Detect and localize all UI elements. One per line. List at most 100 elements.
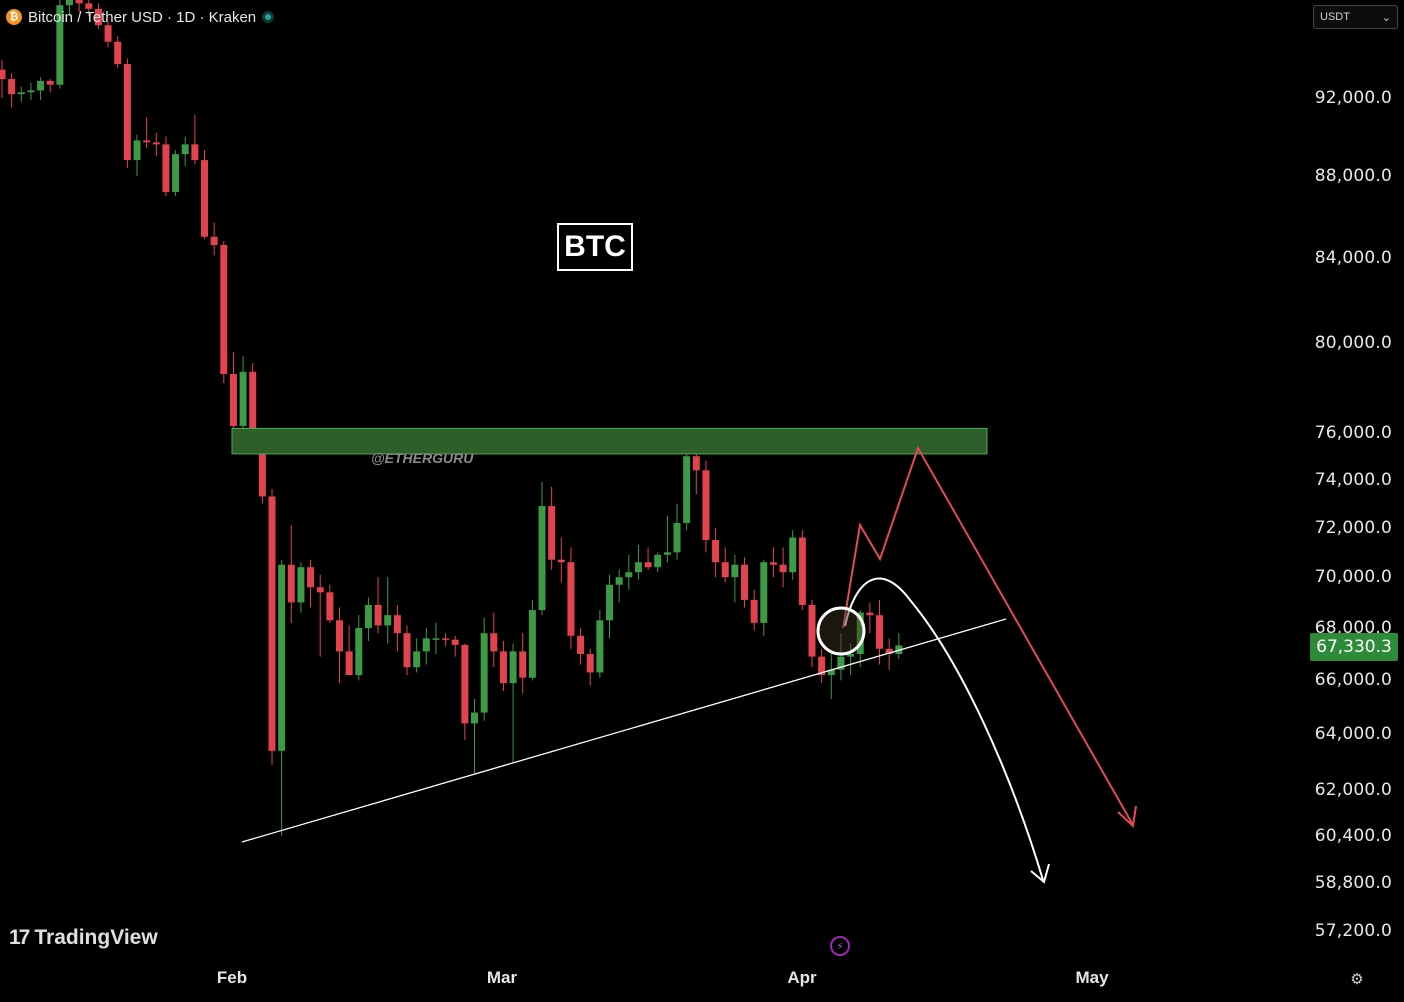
price-axis-label: 64,000.0: [1314, 724, 1392, 745]
candle: [567, 547, 575, 649]
candle-body: [162, 144, 170, 192]
candle-body: [355, 628, 363, 676]
tradingview-logo[interactable]: 17 TradingView: [9, 926, 158, 950]
price-axis-label: 66,000.0: [1314, 670, 1392, 691]
highlight-circle[interactable]: [816, 606, 866, 656]
candle: [297, 562, 305, 613]
candle: [66, 0, 74, 17]
candle: [663, 515, 671, 563]
symbol-header[interactable]: ₿ Bitcoin / Tether USD · 1D · Kraken: [6, 6, 275, 28]
candle: [885, 638, 893, 670]
candle: [27, 82, 35, 100]
candle: [876, 599, 884, 665]
candle: [606, 574, 614, 639]
candle-body: [133, 140, 141, 161]
price-axis-label: 58,800.0: [1314, 872, 1392, 893]
candle: [760, 559, 768, 636]
candle-body: [104, 25, 112, 42]
candle: [750, 589, 758, 631]
candle-body: [471, 712, 479, 724]
candle: [143, 117, 151, 149]
candle-body: [442, 638, 450, 640]
lightning-icon[interactable]: ⚡: [830, 936, 850, 956]
chevron-down-icon: ⌄: [1381, 11, 1391, 24]
candle-body: [336, 620, 344, 652]
candle: [721, 547, 729, 583]
candle: [37, 77, 45, 100]
candle-body: [567, 562, 575, 636]
candle-body: [663, 552, 671, 555]
candle-body: [432, 638, 440, 640]
resistance-zone[interactable]: [231, 427, 988, 455]
candle-body: [644, 562, 652, 568]
candle: [654, 552, 662, 573]
candle: [307, 559, 315, 608]
candle: [384, 577, 392, 644]
candle-body: [287, 564, 295, 603]
white-projection-path[interactable]: [844, 577, 1044, 881]
candle: [393, 604, 401, 652]
candle: [586, 648, 594, 686]
time-axis-label: Apr: [787, 968, 817, 987]
candle: [779, 547, 787, 588]
currency-value: USDT: [1320, 11, 1350, 23]
price-axis-label: 70,000.0: [1314, 567, 1392, 588]
price-axis-label: 57,200.0: [1314, 921, 1392, 942]
candle: [364, 597, 372, 641]
candle: [75, 0, 83, 13]
candle-body: [519, 651, 527, 678]
candle: [789, 530, 797, 580]
candle-body: [692, 456, 700, 471]
candle-body: [326, 592, 334, 621]
candle-body: [596, 620, 604, 673]
candle: [403, 625, 411, 676]
candle-body: [876, 615, 884, 649]
candle-body: [297, 567, 305, 603]
candle-body: [528, 610, 536, 678]
candle-body: [374, 604, 382, 626]
candle-body: [731, 564, 739, 578]
candle-body: [46, 80, 54, 85]
candle: [509, 643, 517, 762]
candle: [895, 633, 903, 660]
candle: [104, 21, 112, 48]
candle-body: [538, 506, 546, 611]
settings-icon[interactable]: ⚙: [1350, 971, 1364, 988]
candle-body: [586, 654, 594, 673]
candle-body: [557, 559, 565, 563]
candle: [673, 503, 681, 560]
candle-body: [0, 69, 6, 80]
candle: [114, 36, 122, 68]
time-axis-label: Mar: [486, 968, 518, 987]
price-axis-label: 72,000.0: [1314, 517, 1392, 538]
candle-body: [94, 8, 102, 26]
red-projection-path[interactable]: [842, 445, 1134, 826]
candle-body: [798, 537, 806, 605]
author-watermark: @ETHERGURU: [371, 450, 474, 466]
candle: [355, 615, 363, 681]
candle-body: [615, 577, 623, 585]
candle: [577, 628, 585, 665]
candle-body: [413, 651, 421, 668]
currency-select[interactable]: USDT ⌄: [1313, 5, 1398, 29]
symbol-title[interactable]: Bitcoin / Tether USD · 1D · Kraken: [28, 8, 257, 26]
candle-body: [634, 562, 642, 573]
candle: [172, 150, 180, 196]
candle-body: [702, 470, 710, 541]
candle-body: [393, 615, 401, 634]
candle-body: [451, 639, 459, 645]
candle-body: [885, 648, 893, 655]
candle-body: [779, 564, 787, 573]
candle-body: [201, 160, 209, 237]
candle-body: [114, 41, 122, 65]
candle-body: [654, 554, 662, 568]
price-axis-label: 80,000.0: [1314, 333, 1392, 354]
candle-body: [866, 612, 874, 616]
ascending-trendline[interactable]: [241, 618, 1007, 843]
candle: [837, 633, 845, 681]
candle-body: [123, 64, 131, 161]
candle: [316, 574, 324, 657]
candle-body: [345, 651, 353, 676]
candle: [528, 599, 536, 681]
